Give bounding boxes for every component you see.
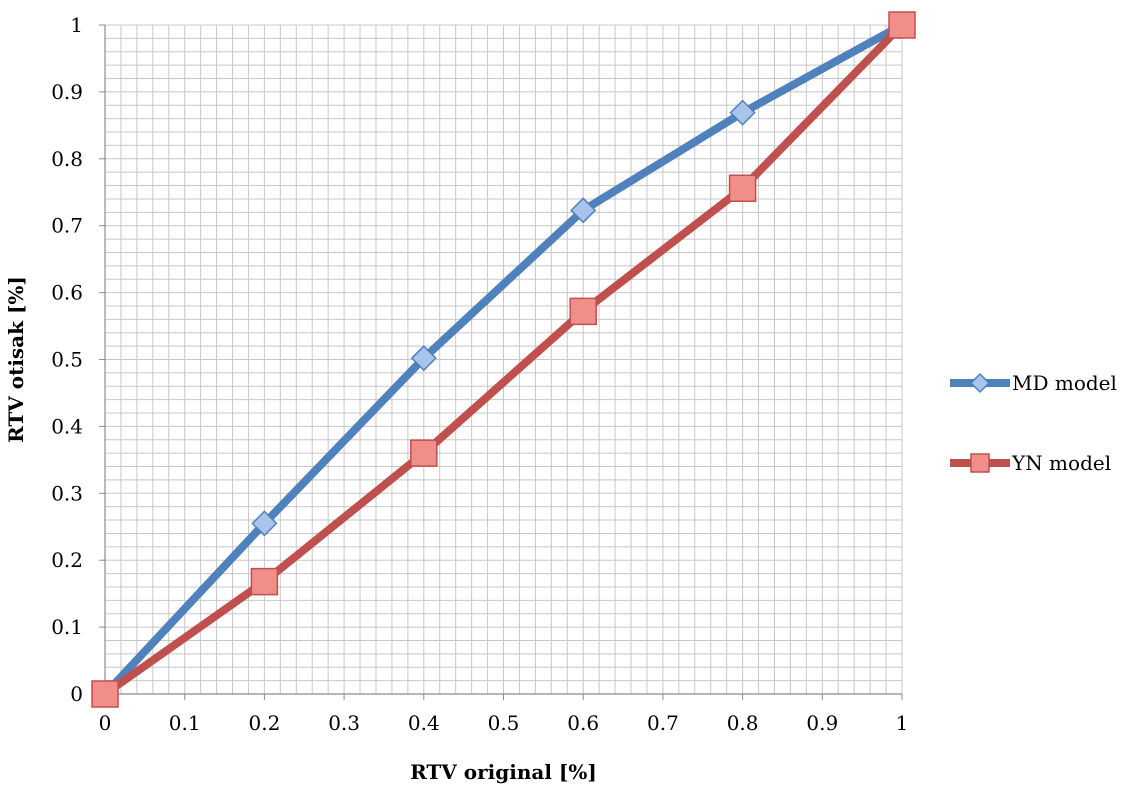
legend-item-yn: YN model — [950, 451, 1111, 475]
y-tick-label: 0.7 — [51, 214, 83, 238]
legend: MD model YN model — [950, 371, 1117, 475]
x-tick-label: 1 — [896, 711, 909, 735]
x-axis-ticks: 0 0.1 0.2 0.3 0.4 0.5 0.6 0.7 0.8 0.9 1 — [99, 694, 909, 735]
data-point — [91, 680, 119, 708]
data-point — [569, 297, 597, 326]
data-point — [888, 11, 916, 39]
data-point — [570, 197, 597, 224]
y-axis-ticks: 0 0.1 0.2 0.3 0.4 0.5 0.6 0.7 0.8 0.9 1 — [51, 13, 105, 706]
y-tick-label: 0.8 — [51, 147, 83, 171]
legend-marker-md — [969, 372, 991, 394]
x-tick-label: 0.1 — [169, 711, 201, 735]
y-tick-label: 0.3 — [51, 481, 83, 505]
y-tick-label: 0.4 — [51, 414, 83, 438]
series-yn — [91, 11, 916, 708]
grid — [104, 24, 903, 695]
legend-label-yn: YN model — [1011, 451, 1111, 475]
legend-marker-yn — [970, 453, 990, 473]
legend-item-md: MD model — [950, 371, 1117, 395]
y-axis-title: RTV otisak [%] — [4, 276, 28, 443]
y-tick-label: 0.1 — [51, 615, 83, 639]
x-tick-label: 0.6 — [567, 711, 599, 735]
x-tick-label: 0.2 — [248, 711, 280, 735]
y-tick-label: 0.2 — [51, 548, 83, 572]
y-tick-label: 0.5 — [51, 348, 83, 372]
data-point — [728, 174, 757, 202]
y-tick-label: 0 — [70, 682, 83, 706]
series-line — [101, 21, 906, 698]
x-tick-label: 0.7 — [647, 711, 679, 735]
x-tick-label: 0.3 — [328, 711, 360, 735]
data-point — [410, 345, 437, 372]
x-tick-label: 0.9 — [806, 711, 838, 735]
data-point — [410, 439, 438, 467]
y-tick-label: 0.6 — [51, 281, 83, 305]
data-point — [250, 567, 279, 596]
y-tick-label: 1 — [70, 13, 83, 37]
legend-label-md: MD model — [1012, 371, 1117, 395]
x-tick-label: 0 — [99, 711, 112, 735]
series-line — [101, 21, 906, 698]
series — [91, 11, 916, 708]
y-tick-label: 0.9 — [51, 80, 83, 104]
data-point — [729, 99, 756, 126]
data-point — [251, 510, 278, 537]
x-axis-title: RTV original [%] — [410, 760, 597, 784]
x-tick-label: 0.8 — [727, 711, 759, 735]
x-tick-label: 0.5 — [488, 711, 520, 735]
x-tick-label: 0.4 — [408, 711, 440, 735]
